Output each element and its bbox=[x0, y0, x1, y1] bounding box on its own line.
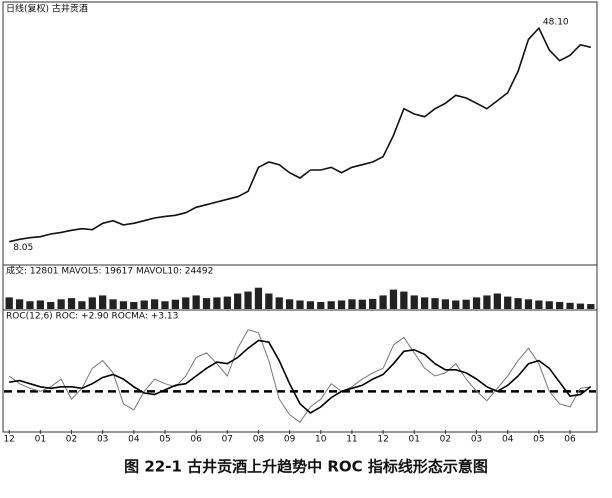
bar bbox=[358, 299, 366, 309]
bar bbox=[36, 300, 44, 309]
price-title: 日线(复权) 古井贡酒 bbox=[6, 3, 88, 15]
roc-panel bbox=[2, 309, 598, 433]
bar bbox=[524, 299, 533, 309]
x-tick-label: 04 bbox=[502, 435, 514, 445]
bar bbox=[109, 299, 117, 309]
bar bbox=[296, 300, 304, 309]
bar bbox=[119, 301, 128, 309]
bar bbox=[576, 303, 585, 309]
x-tick-label: 12 bbox=[3, 435, 14, 445]
bar bbox=[285, 299, 294, 309]
bar bbox=[379, 295, 387, 309]
x-tick-label: 06 bbox=[564, 435, 576, 445]
line bbox=[9, 339, 592, 414]
x-tick-label: 07 bbox=[222, 435, 233, 445]
value-label: 48.10 bbox=[543, 18, 569, 28]
bar bbox=[452, 300, 460, 309]
bar bbox=[306, 301, 315, 309]
bar bbox=[130, 302, 138, 309]
x-tick-label: 10 bbox=[315, 435, 327, 445]
line bbox=[8, 329, 591, 424]
bar bbox=[556, 302, 564, 309]
bar bbox=[493, 293, 501, 309]
bar bbox=[587, 304, 595, 309]
bar bbox=[410, 295, 418, 309]
bar bbox=[514, 298, 522, 309]
bar bbox=[265, 293, 273, 309]
x-tick-label: 03 bbox=[471, 435, 482, 445]
bar bbox=[223, 296, 231, 309]
bar bbox=[88, 297, 96, 309]
bar bbox=[472, 297, 481, 309]
bar bbox=[5, 297, 13, 309]
price-panel bbox=[2, 1, 598, 266]
caption: 图 22-1 古井贡酒上升趋势中 ROC 指标线形态示意图 bbox=[124, 458, 488, 476]
bar bbox=[441, 299, 450, 309]
bar bbox=[327, 301, 335, 309]
bar bbox=[275, 297, 283, 309]
bar bbox=[483, 295, 491, 309]
x-tick-label: 04 bbox=[128, 435, 140, 445]
bar bbox=[26, 301, 34, 309]
bar bbox=[566, 302, 574, 309]
bar bbox=[150, 299, 159, 309]
x-tick-label: 01 bbox=[409, 435, 420, 445]
bar bbox=[213, 297, 221, 309]
volume-title: 成交: 12801 MAVOL5: 19617 MAVOL10: 24492 bbox=[6, 265, 213, 277]
x-tick-label: 02 bbox=[440, 435, 451, 445]
bar bbox=[171, 299, 180, 309]
bar bbox=[462, 299, 470, 309]
bar bbox=[400, 291, 408, 309]
bar bbox=[15, 299, 24, 309]
bar bbox=[57, 299, 65, 309]
bar bbox=[192, 295, 200, 309]
x-tick-label: 11 bbox=[346, 435, 357, 445]
line bbox=[9, 26, 591, 243]
bar bbox=[431, 298, 439, 309]
x-tick-label: 02 bbox=[66, 435, 77, 445]
x-tick-label: 03 bbox=[97, 435, 108, 445]
bar bbox=[389, 289, 398, 309]
bar bbox=[140, 300, 148, 309]
x-tick-label: 06 bbox=[190, 435, 202, 445]
bar bbox=[545, 301, 553, 309]
value-label: 8.05 bbox=[13, 243, 33, 253]
bar bbox=[78, 301, 86, 309]
bar bbox=[420, 297, 429, 309]
bar bbox=[161, 301, 169, 309]
bar bbox=[535, 300, 543, 309]
x-tick-label: 09 bbox=[284, 435, 296, 445]
roc-title: ROC(12,6) ROC: +2.90 ROCMA: +3.13 bbox=[6, 312, 178, 322]
bar bbox=[369, 298, 377, 309]
bar bbox=[254, 287, 263, 309]
x-tick-label: 05 bbox=[159, 435, 170, 445]
bar bbox=[244, 291, 252, 309]
bar bbox=[99, 295, 107, 309]
x-tick-label: 01 bbox=[35, 435, 46, 445]
bar bbox=[337, 300, 346, 309]
x-tick-label: 12 bbox=[377, 435, 388, 445]
bar bbox=[182, 297, 190, 309]
bar bbox=[47, 302, 55, 309]
bar bbox=[504, 296, 512, 309]
bar bbox=[202, 298, 211, 309]
bar bbox=[348, 299, 356, 309]
bar bbox=[234, 293, 242, 309]
x-tick-label: 05 bbox=[533, 435, 544, 445]
bar bbox=[67, 298, 76, 309]
bar bbox=[317, 302, 325, 309]
x-tick-label: 08 bbox=[253, 435, 265, 445]
